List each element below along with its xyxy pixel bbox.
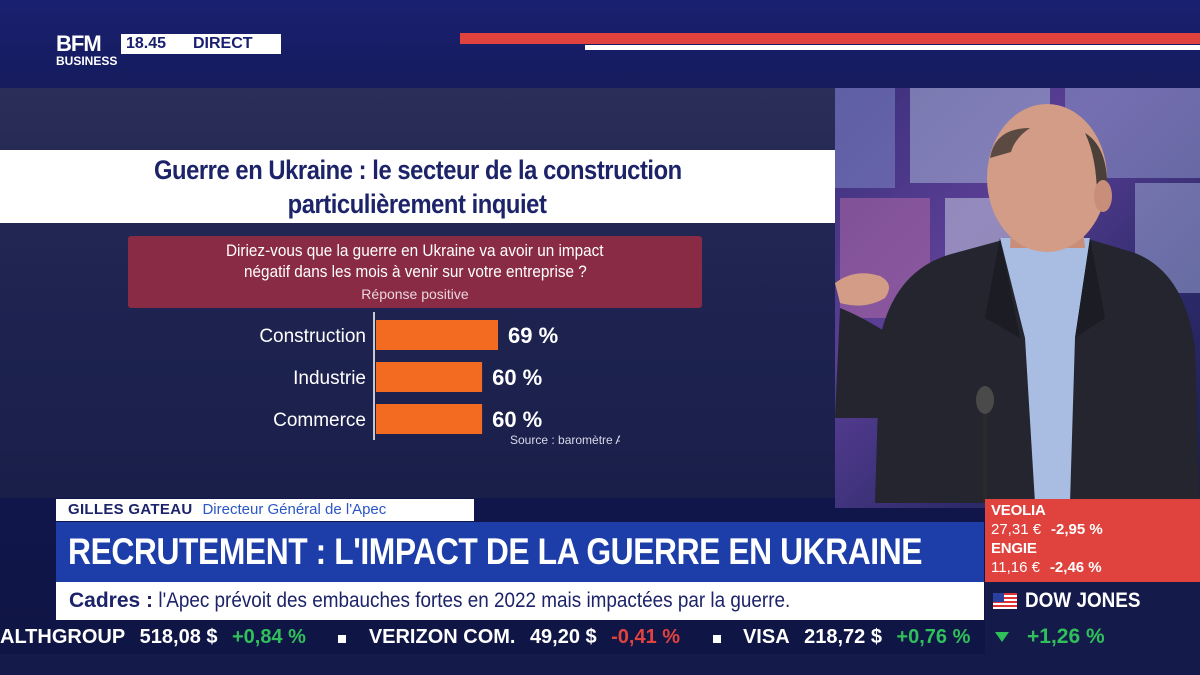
ticker-name: VERIZON COM. (368, 626, 516, 648)
ticker-change: +0,76 % (896, 626, 971, 648)
category-label: Commerce (273, 410, 366, 431)
stock-quote: 27,31 € -2,95 % (991, 520, 1200, 539)
header-white-stripe (585, 45, 1200, 50)
bar (376, 404, 483, 434)
stocks-panel: VEOLIA 27,31 € -2,95 % ENGIE 11,16 € -2,46… (985, 499, 1200, 582)
topic-bar: Cadres : l'Apec prévoit des embauches fo… (56, 582, 984, 620)
category-label: Construction (259, 326, 366, 347)
ticker-separator (338, 634, 347, 643)
stock-ticker: ALTHGROUP 518,08 $ +0,84 % VERIZON COM. … (0, 620, 985, 654)
stock-change: -2,95 % (1051, 521, 1103, 538)
ticker-name: VISA (742, 626, 790, 648)
ticker-change: -0,41 % (611, 626, 681, 648)
ticker-name: ALTHGROUP (0, 626, 126, 648)
logo-business-text: BUSINESS (56, 54, 118, 68)
survey-question-box: Diriez-vous que la guerre en Ukraine va … (128, 236, 702, 308)
category-label: Industrie (293, 368, 366, 389)
live-label: DIRECT (193, 35, 253, 52)
header-red-stripe (460, 33, 1200, 44)
topic-key: Cadres : (69, 589, 154, 612)
value-label: 60 % (492, 365, 542, 390)
ticker-change: +0,84 % (231, 626, 306, 648)
index-label-bar: DOW JONES (985, 582, 1200, 620)
us-flag-icon (993, 593, 1017, 609)
studio-screen (835, 88, 895, 188)
headline-bar: RECRUTEMENT : L'IMPACT DE LA GUERRE EN U… (56, 522, 984, 582)
source-note: Source : baromètre Apec T2 2022 (510, 433, 620, 444)
stock-change: -2,46 % (1049, 559, 1102, 576)
ticker-price: 218,72 $ (804, 626, 882, 648)
bar-chart: Construction 69 % Industrie 60 % Commerce 60 … (259, 312, 620, 444)
graphic-title-line1: Guerre en Ukraine : le secteur de la con… (153, 154, 682, 185)
topic-text: l'Apec prévoit des embauches fortes en 2… (158, 589, 791, 612)
index-name: DOW JONES (1025, 589, 1141, 612)
arrow-down-icon (995, 632, 1009, 642)
clock-time: 18.45 (126, 35, 167, 52)
presenter-image (835, 104, 1200, 503)
ticker-price: 518,08 $ (139, 626, 218, 648)
value-label: 69 % (508, 323, 558, 348)
survey-subtitle: Réponse positive (361, 286, 469, 302)
headline-text: RECRUTEMENT : L'IMPACT DE LA GUERRE EN U… (68, 531, 923, 572)
bottom-strip (0, 654, 1200, 675)
stock-quote: 11,16 € -2,46 % (991, 558, 1200, 577)
guest-name-bar: GILLES GATEAU Directeur Général de l'Ape… (56, 499, 474, 521)
value-label: 60 % (492, 407, 542, 432)
guest-role: Directeur Général de l'Apec (202, 501, 387, 518)
index-change: +1,26 % (1027, 625, 1105, 648)
guest-name: GILLES GATEAU (68, 501, 193, 518)
bar (376, 320, 498, 350)
stock-price: 11,16 € (991, 559, 1040, 576)
ticker-separator (712, 634, 721, 643)
logo-bfm-text: BFM (56, 31, 102, 56)
bar (376, 362, 483, 392)
survey-question-line2: négatif dans les mois à venir sur votre … (243, 262, 587, 281)
index-value-bar: +1,26 % (985, 620, 1200, 654)
survey-question-line1: Diriez-vous que la guerre en Ukraine va … (226, 241, 604, 260)
graphic-title-line2: particulièrement inquiet (288, 188, 547, 219)
stock-name: VEOLIA (991, 502, 1046, 519)
clock-badge: 18.45 DIRECT (121, 34, 281, 54)
graphic-title-box: Guerre en Ukraine : le secteur de la con… (0, 150, 835, 223)
stock-price: 27,31 € (991, 521, 1042, 538)
bfm-business-logo: BFM BUSINESS (56, 31, 118, 74)
stock-name: ENGIE (991, 540, 1037, 557)
ticker-price: 49,20 $ (529, 626, 597, 648)
